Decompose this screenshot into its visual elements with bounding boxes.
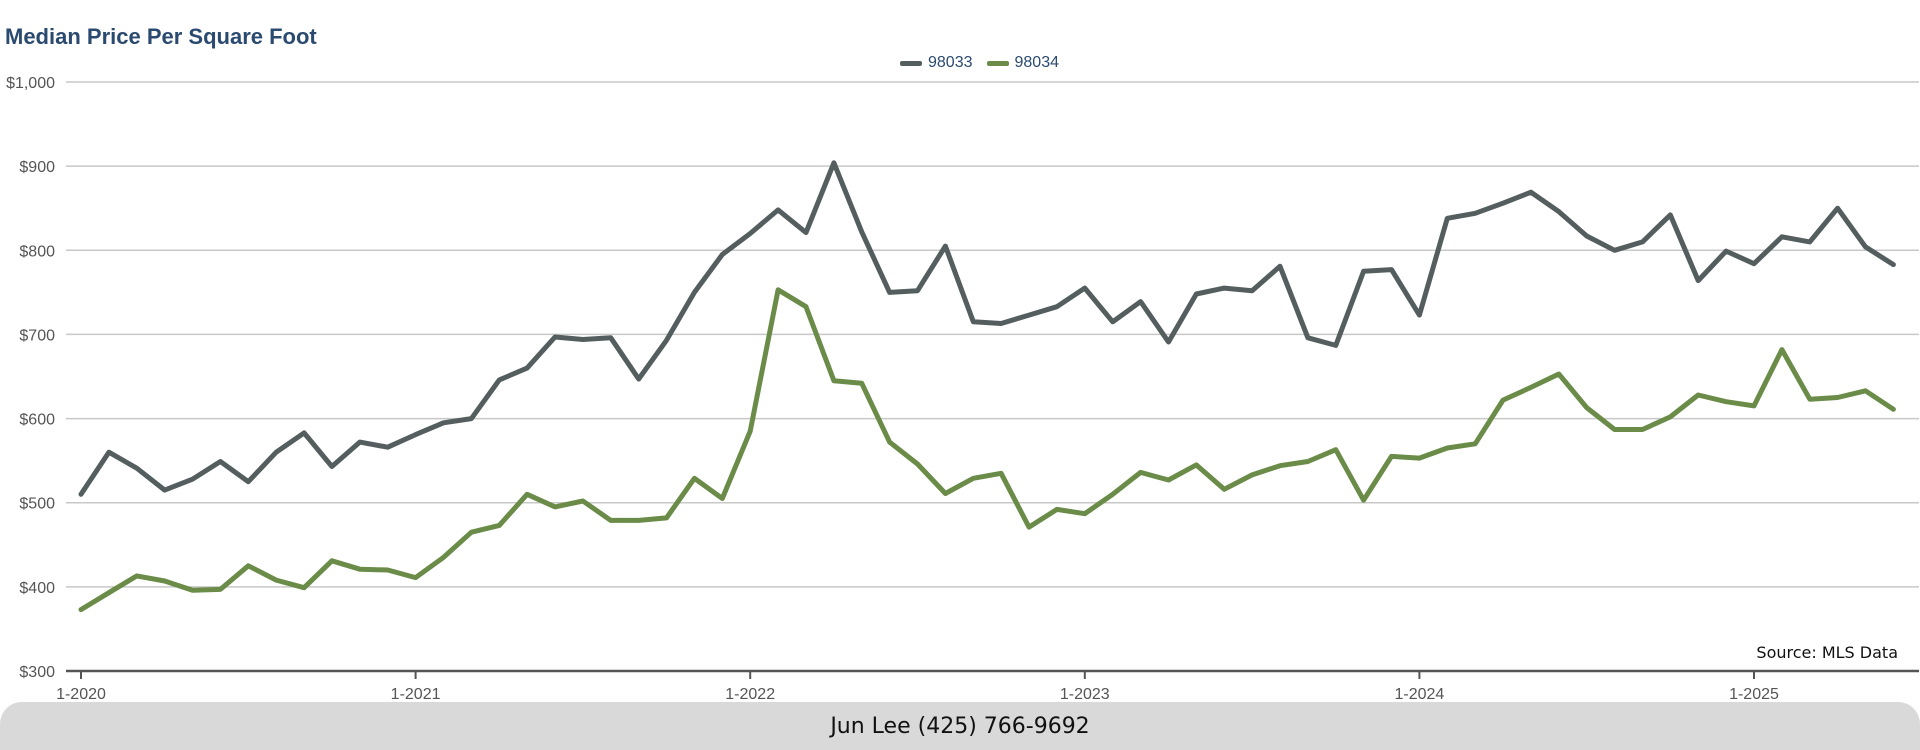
source-note: Source: MLS Data: [1756, 643, 1898, 662]
y-tick-label: $500: [19, 496, 55, 513]
legend-swatch-98033: [900, 60, 922, 66]
legend-label-98033: 98033: [928, 54, 973, 71]
x-tick-label: 1-2020: [56, 686, 106, 700]
legend-item-98034[interactable]: 98034: [986, 54, 1060, 72]
x-tick-label: 1-2021: [391, 686, 441, 700]
legend-item-98033[interactable]: 98033: [900, 54, 973, 72]
footer-bar: Jun Lee (425) 766-9692: [0, 702, 1920, 750]
y-tick-label: $300: [19, 664, 55, 681]
y-tick-label: $700: [19, 327, 55, 344]
x-tick-label: 1-2024: [1394, 686, 1444, 700]
chart-legend: 98033 98034: [900, 54, 1059, 72]
y-tick-label: $800: [19, 243, 55, 260]
line-chart: $300 $400 $500 $600 $700 $800 $900 $1,000 1-2020…: [6, 75, 1919, 700]
legend-swatch-98034: [986, 60, 1009, 66]
x-tick-label: 1-2025: [1729, 686, 1779, 700]
series-line-98033: [78, 160, 1896, 497]
y-tick-label: $600: [19, 412, 55, 429]
chart-title: Median Price Per Square Foot: [5, 24, 317, 49]
y-tick-label: $1,000: [6, 75, 55, 92]
x-tick-label: 1-2023: [1060, 686, 1110, 700]
x-tick-label: 1-2022: [725, 686, 775, 700]
legend-label-98034: 98034: [1014, 54, 1060, 71]
footer-contact: Jun Lee (425) 766-9692: [830, 713, 1090, 739]
y-tick-label: $900: [19, 159, 55, 176]
y-tick-label: $400: [19, 580, 55, 597]
series-line-98034: [78, 287, 1896, 613]
